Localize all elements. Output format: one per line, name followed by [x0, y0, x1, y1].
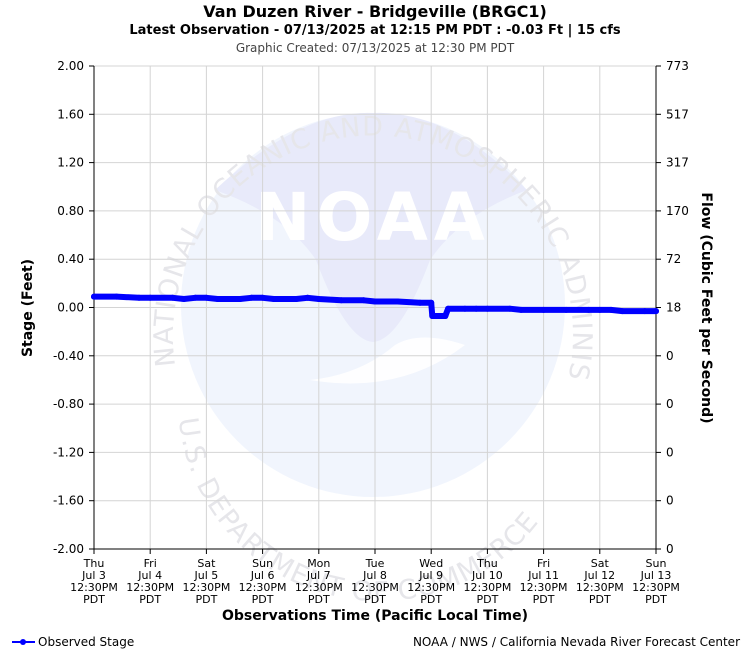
y-tick-label: -0.40 — [53, 349, 84, 363]
data-point — [293, 296, 300, 302]
y2-tick-label: 317 — [666, 156, 689, 170]
data-point — [429, 313, 436, 319]
y2-tick-label: 517 — [666, 107, 689, 121]
data-point — [214, 296, 221, 302]
y-tick-label: 0.40 — [57, 252, 84, 266]
x-tick-label: Tue Jul 8 12:30PM PDT — [351, 557, 399, 606]
data-point — [442, 313, 449, 319]
data-point — [596, 306, 603, 313]
y-tick-label: 1.20 — [57, 156, 84, 170]
x-tick-label: Sun Jul 13 12:30PM PDT — [632, 557, 680, 606]
y-tick-label: 0.00 — [57, 301, 84, 315]
y2-tick-label: 0 — [666, 494, 674, 508]
y2-tick-label: 0 — [666, 445, 674, 459]
x-tick-label: Fri Jul 4 12:30PM PDT — [126, 557, 174, 606]
data-point — [428, 299, 435, 306]
data-point — [461, 305, 468, 312]
chart-title: Van Duzen River - Bridgeville (BRGC1) — [203, 2, 547, 21]
x-tick-label: Sat Jul 5 12:30PM PDT — [182, 557, 230, 606]
data-point — [540, 306, 547, 313]
x-tick-label: Fri Jul 11 12:30PM PDT — [520, 557, 568, 606]
y2-tick-label: 72 — [666, 252, 681, 266]
noaa-watermark-wave — [310, 337, 465, 384]
data-point — [445, 305, 452, 312]
data-point — [372, 298, 378, 305]
data-point — [169, 294, 176, 301]
noaa-watermark: NOAA NATIONAL OCEANIC AND ATMOSPHERIC AD… — [0, 0, 596, 608]
legend-label-observed-stage: Observed Stage — [38, 635, 134, 649]
y2-tick-label: 0 — [666, 397, 674, 411]
y-tick-label: -1.20 — [53, 445, 84, 459]
data-point — [259, 294, 266, 301]
data-point — [563, 306, 570, 313]
y2-tick-label: 18 — [666, 301, 681, 315]
noaa-watermark-bird — [215, 112, 527, 342]
y2-axis-ticks: 773 517 317 170 72 18 0 0 0 0 0 — [656, 59, 689, 556]
y2-tick-label: 773 — [666, 59, 689, 73]
y2-tick-label: 0 — [666, 542, 674, 556]
y-tick-label: -0.80 — [53, 397, 84, 411]
legend-marker — [20, 639, 26, 645]
y-axis-label: Stage (Feet) — [20, 259, 36, 357]
data-point — [304, 294, 311, 301]
data-point — [394, 298, 401, 305]
data-point — [180, 296, 187, 302]
data-point — [653, 308, 659, 315]
data-point — [417, 299, 423, 306]
data-point — [203, 294, 210, 301]
noaa-watermark-logo-text: NOAA — [255, 179, 491, 256]
data-point — [360, 297, 367, 304]
y-tick-label: -1.60 — [53, 494, 84, 508]
y-axis-ticks: 2.00 1.60 1.20 0.80 0.40 0.00 -0.40 -0.80 -1.20 -… — [53, 59, 94, 556]
x-tick-label: Mon Jul 7 12:30PM PDT — [295, 557, 343, 606]
y-tick-label: -2.00 — [53, 542, 84, 556]
data-point — [147, 294, 154, 301]
series-layer — [91, 293, 659, 319]
data-point — [619, 308, 626, 315]
data-point — [136, 294, 142, 301]
data-point — [270, 296, 277, 302]
x-axis-label: Observations Time (Pacific Local Time) — [222, 608, 528, 624]
x-tick-label: Wed Jul 9 12:30PM PDT — [407, 557, 455, 606]
data-point — [641, 308, 648, 315]
y2-tick-label: 0 — [666, 349, 674, 363]
x-tick-label: Thu Jul 3 12:30PM PDT — [70, 557, 118, 606]
y-tick-label: 2.00 — [57, 59, 84, 73]
data-point — [484, 305, 491, 312]
data-point — [113, 293, 120, 300]
y2-tick-label: 170 — [666, 204, 689, 218]
data-point — [608, 306, 614, 313]
x-tick-label: Sat Jul 12 12:30PM PDT — [576, 557, 624, 606]
y2-axis-label: Flow (Cubic Feet per Second) — [698, 192, 714, 423]
data-point — [518, 306, 525, 313]
x-tick-label: Sun Jul 6 12:30PM PDT — [239, 557, 287, 606]
data-point — [237, 296, 244, 302]
data-point — [248, 294, 255, 301]
data-point — [338, 297, 345, 304]
chart-subtitle: Latest Observation - 07/13/2025 at 12:15… — [129, 23, 621, 38]
data-point — [473, 305, 480, 312]
footer-credit: NOAA / NWS / California Nevada River For… — [413, 635, 740, 649]
data-point — [585, 306, 592, 313]
data-point — [315, 296, 322, 302]
graphic-created-label: Graphic Created: 07/13/2025 at 12:30 PM … — [236, 41, 515, 55]
y-tick-label: 1.60 — [57, 107, 84, 121]
y-tick-label: 0.80 — [57, 204, 84, 218]
grid-lines — [93, 65, 657, 550]
x-tick-label: Thu Jul 10 12:30PM PDT — [463, 557, 511, 606]
data-point — [91, 293, 97, 300]
legend: Observed Stage — [12, 635, 134, 649]
data-point — [192, 294, 199, 301]
data-point — [506, 305, 513, 312]
